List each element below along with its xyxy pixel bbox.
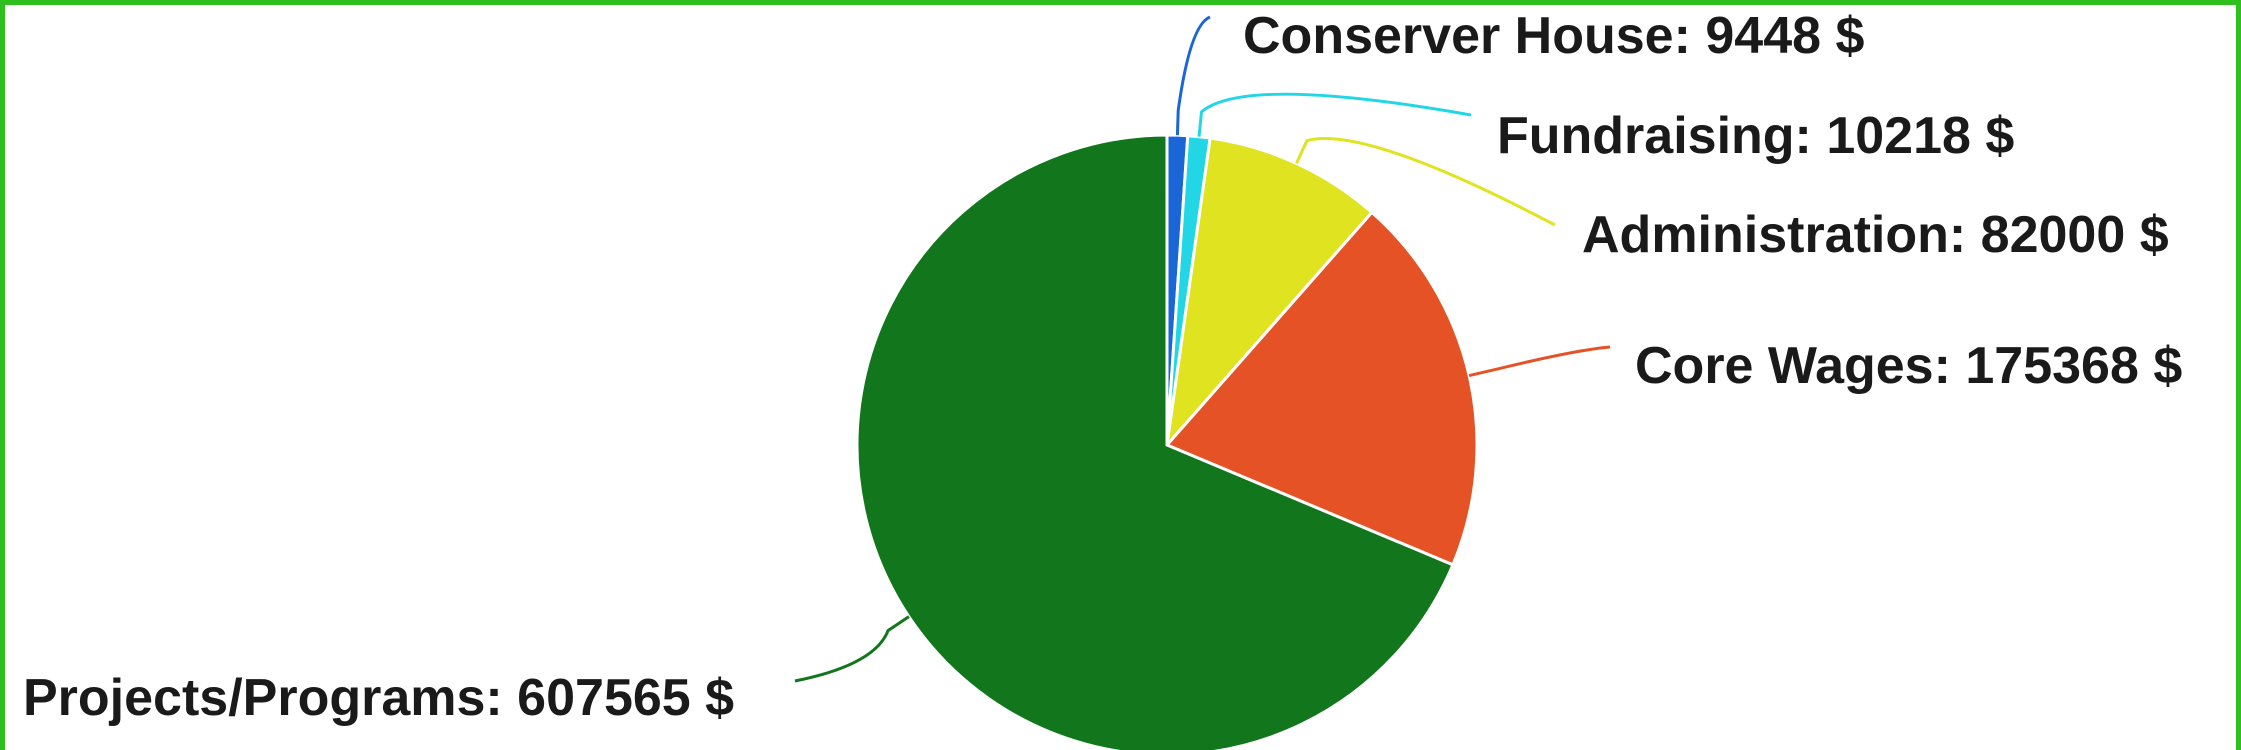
leader-line-administration <box>1295 137 1556 227</box>
leader-line-projects-programs <box>794 615 910 683</box>
slice-label-administration: Administration: 82000 $ <box>1582 206 2169 264</box>
slice-label-core-wages: Core Wages: 175368 $ <box>1635 337 2182 395</box>
leader-line-fundraising <box>1197 92 1472 137</box>
pie-slice-administration[interactable] <box>1164 136 1375 450</box>
slice-label-conserver-house: Conserver House: 9448 $ <box>1243 7 1864 65</box>
leader-line-conserver-house <box>1175 15 1211 136</box>
leader-line-core-wages <box>1468 345 1611 378</box>
pie-chart: Conserver House: 9448 $ Fundraising: 102… <box>23 7 2182 750</box>
slice-label-fundraising: Fundraising: 10218 $ <box>1497 107 2014 165</box>
pie-slices <box>855 133 1479 750</box>
slice-labels: Conserver House: 9448 $ Fundraising: 102… <box>23 7 2182 727</box>
leader-lines <box>794 15 1611 683</box>
slice-label-projects-programs: Projects/Programs: 607565 $ <box>23 669 734 727</box>
pie-slice-projects-programs[interactable] <box>855 133 1455 750</box>
